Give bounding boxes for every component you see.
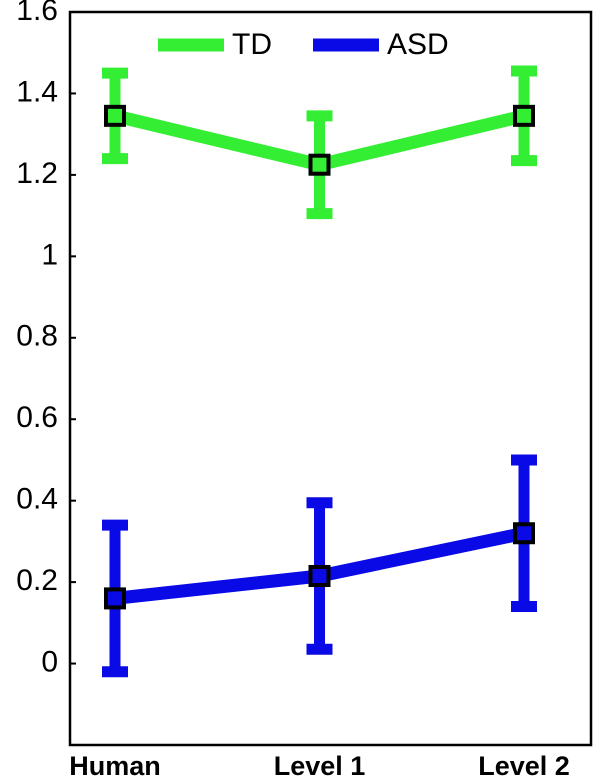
y-tick-label: 1 xyxy=(41,238,58,271)
marker xyxy=(513,104,535,127)
legend-label: TD xyxy=(232,28,272,61)
marker xyxy=(513,522,535,545)
marker xyxy=(104,104,126,127)
legend-label: ASD xyxy=(387,28,449,61)
marker xyxy=(308,565,331,588)
y-tick-label: 0.8 xyxy=(16,320,58,353)
marker xyxy=(308,153,331,176)
x-tick-label: Human xyxy=(69,751,161,781)
y-tick-label: 1.4 xyxy=(16,75,58,108)
x-tick-label: Level 1 xyxy=(274,751,366,781)
y-tick-label: 1.6 xyxy=(16,0,58,27)
y-tick-label: 0.2 xyxy=(16,564,58,597)
y-tick-label: 0.4 xyxy=(16,483,58,516)
marker xyxy=(104,587,126,610)
y-tick-label: 0.6 xyxy=(16,401,58,434)
plot-frame xyxy=(68,10,593,747)
y-tick-label: 0 xyxy=(41,645,58,678)
x-tick-label: Level 2 xyxy=(478,751,570,781)
y-tick-label: 1.2 xyxy=(16,157,58,190)
